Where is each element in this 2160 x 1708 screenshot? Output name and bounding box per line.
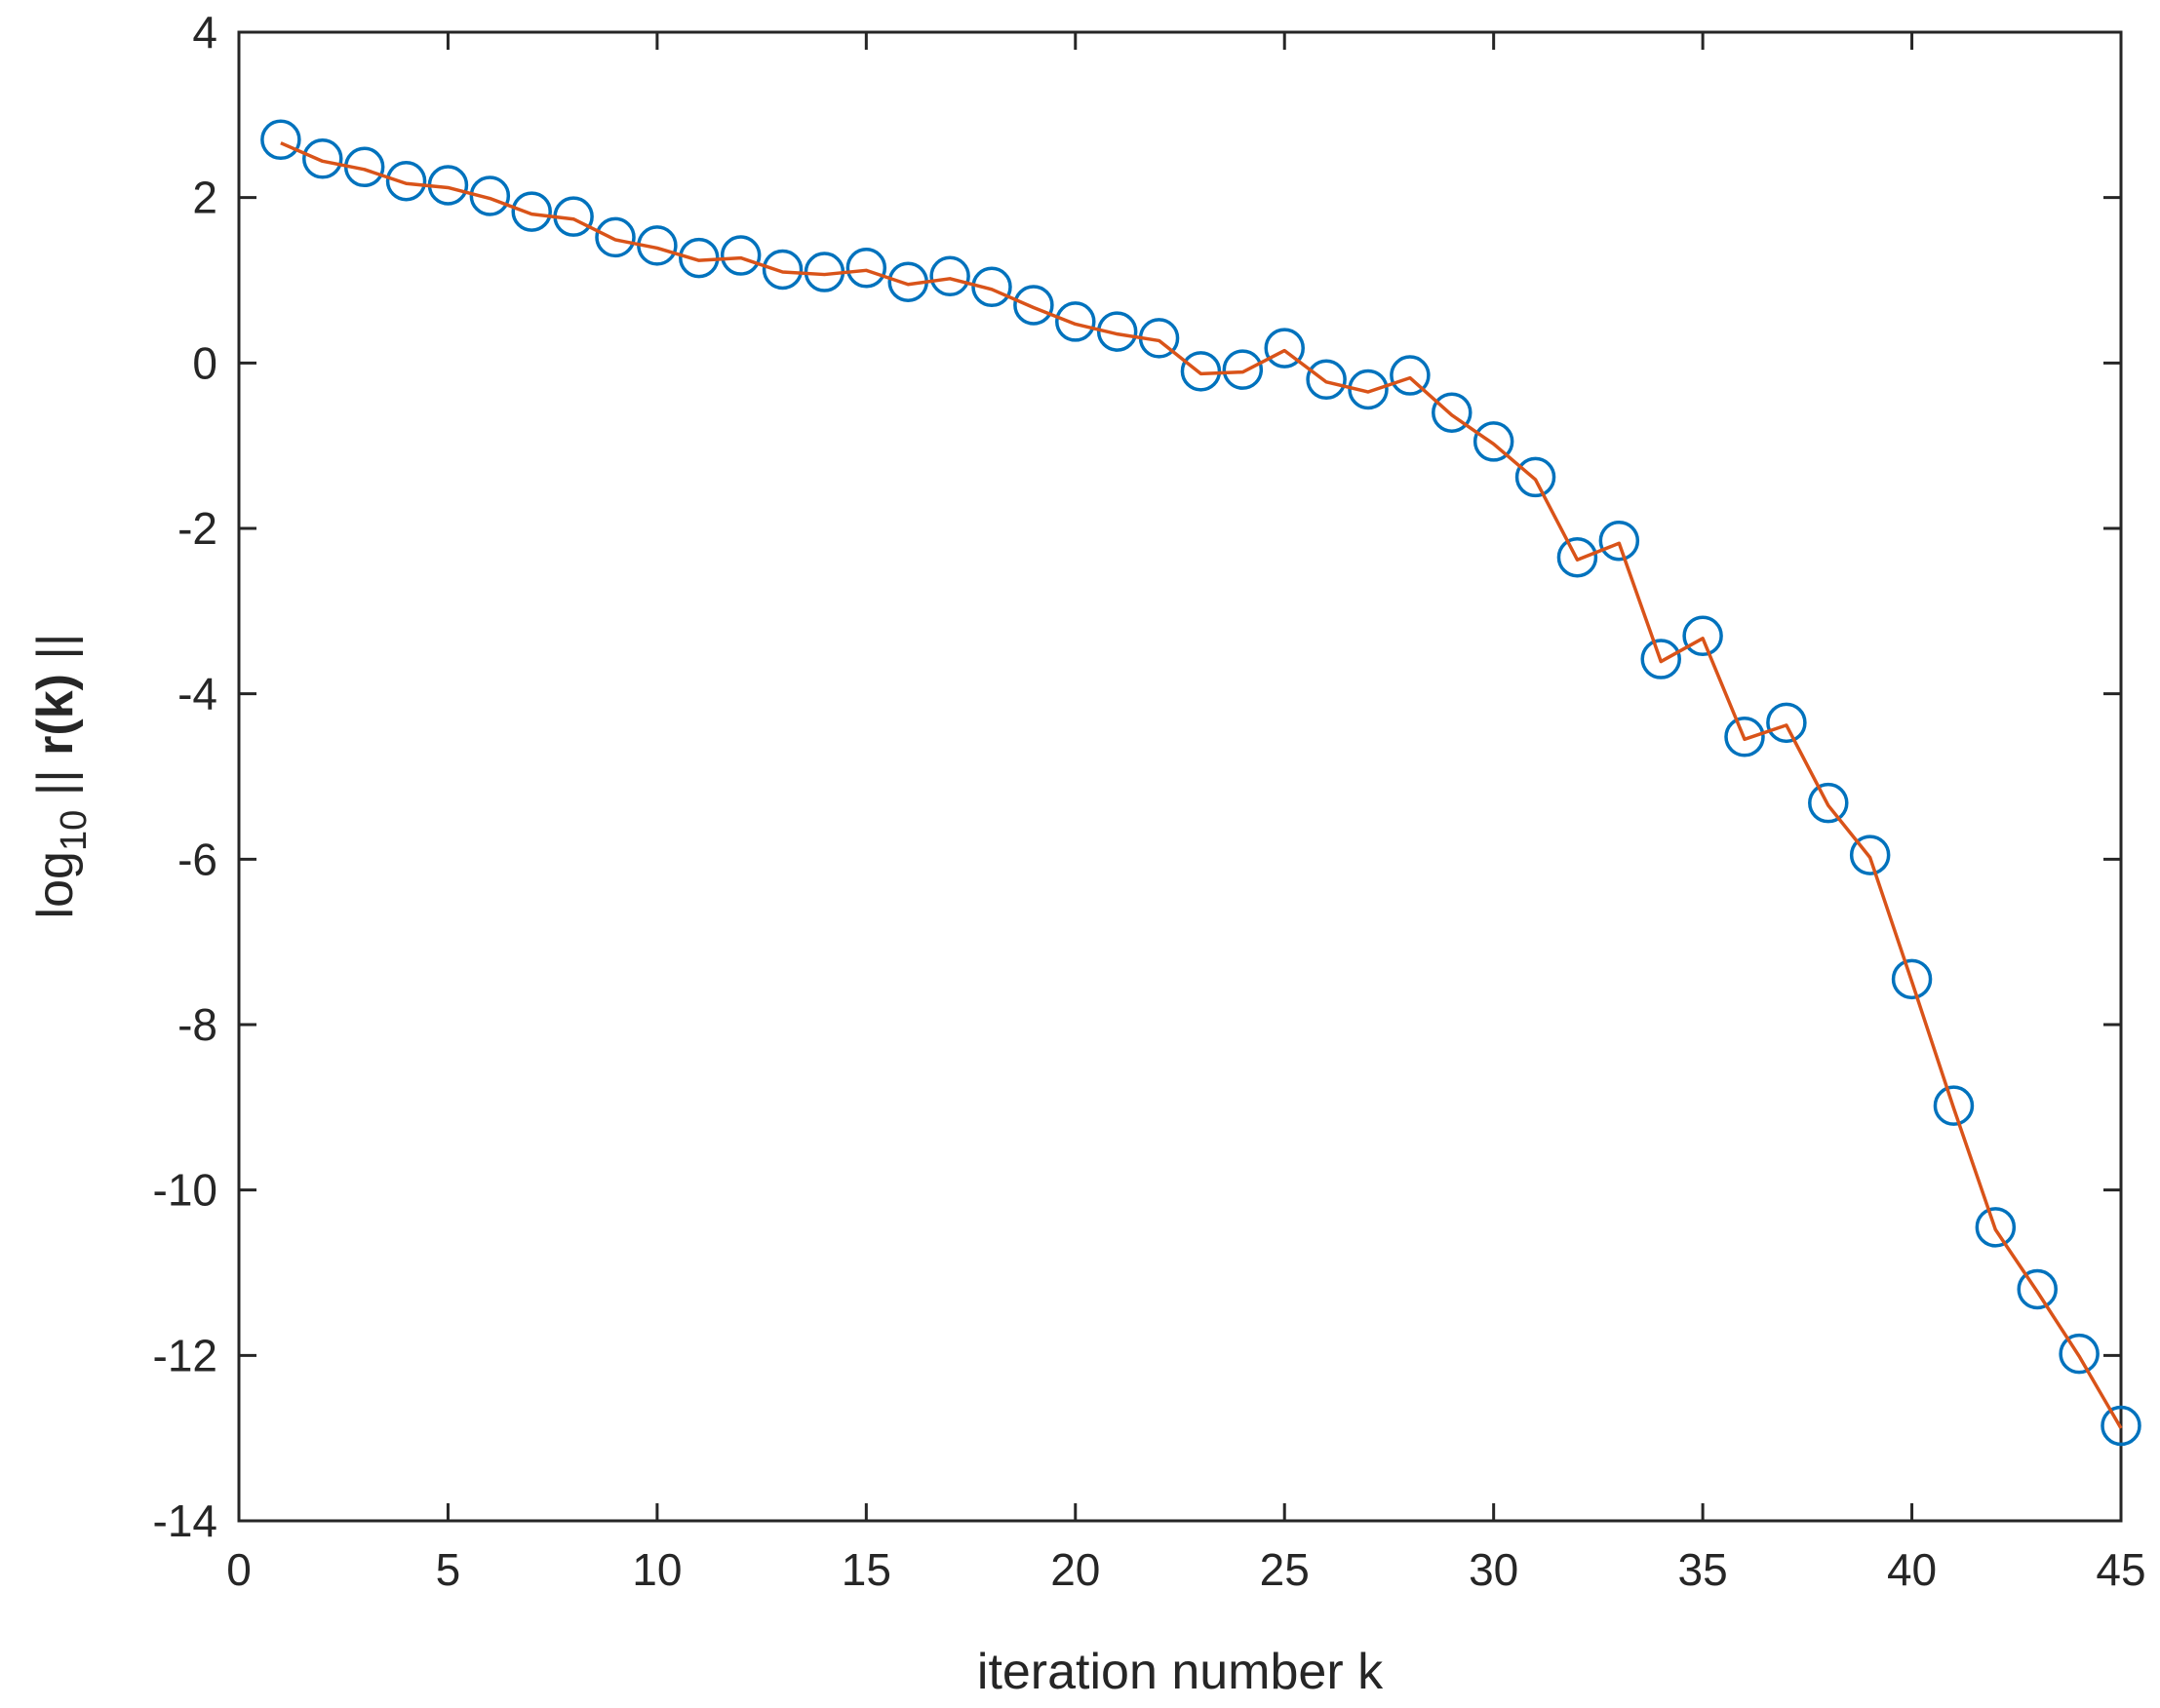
series-layer [260, 119, 2141, 1447]
x-tick-label: 45 [2096, 1544, 2145, 1595]
data-point-marker [1432, 392, 1473, 433]
data-point-marker [1598, 520, 1640, 562]
data-point-marker [1766, 702, 1807, 744]
x-tick-label: 0 [226, 1544, 252, 1595]
data-point-marker [1473, 421, 1514, 462]
data-point-marker [971, 266, 1012, 308]
data-point-marker [260, 119, 301, 161]
data-point-marker [2059, 1333, 2100, 1375]
y-axis-label: log10 || r(k) || [27, 634, 95, 919]
y-tick-label: 2 [192, 173, 217, 223]
x-tick-label: 30 [1469, 1544, 1518, 1595]
y-tick-label: 0 [192, 337, 217, 388]
data-point-marker [1390, 355, 1431, 396]
data-point-marker [595, 216, 636, 258]
x-tick-labels: 0 5 10 15 20 25 30 35 40 45 [226, 1544, 2145, 1595]
y-tick-label: -14 [153, 1495, 217, 1546]
data-point-marker [1514, 456, 1556, 498]
y-axis-label-norm-open: || [27, 756, 84, 810]
x-tick-label: 40 [1887, 1544, 1937, 1595]
y-tick-labels: 4 2 0 -2 -4 -6 -8 -10 -12 -14 [153, 7, 217, 1546]
data-point-marker [469, 175, 511, 216]
y-tick-label: -2 [177, 503, 217, 554]
data-point-marker [1556, 536, 1598, 578]
x-tick-label: 25 [1260, 1544, 1310, 1595]
x-tick-label: 20 [1050, 1544, 1100, 1595]
y-axis-label-argument: r(k) [27, 674, 84, 756]
data-point-marker [1264, 328, 1305, 369]
data-point-marker [2017, 1268, 2058, 1310]
data-point-marker [929, 255, 970, 297]
data-point-marker [1096, 311, 1138, 352]
y-axis-label-subscript: 10 [54, 810, 95, 851]
data-point-marker [1682, 615, 1723, 657]
x-tick-label: 15 [842, 1544, 891, 1595]
data-point-marker [1933, 1085, 1975, 1126]
data-point-marker [302, 138, 343, 179]
x-tick-label: 5 [436, 1544, 461, 1595]
x-axis-label: iteration number k [977, 1644, 1384, 1700]
plot-area [237, 30, 2123, 1523]
y-tick-label: -10 [153, 1165, 217, 1216]
x-tick-label: 10 [632, 1544, 682, 1595]
data-point-marker [1808, 782, 1849, 824]
data-point-marker [2101, 1405, 2141, 1447]
data-point-marker [1222, 349, 1264, 390]
data-point-marker [1055, 301, 1096, 342]
data-point-marker [511, 191, 552, 232]
data-point-marker [1724, 717, 1765, 757]
y-axis-label-norm-close: || [27, 634, 84, 674]
data-point-marker [1180, 351, 1222, 392]
data-point-marker [762, 249, 804, 291]
data-point-marker [1348, 369, 1389, 410]
y-tick-label: -8 [177, 999, 217, 1050]
data-point-marker [1849, 835, 1891, 875]
data-point-marker [720, 235, 762, 276]
axis-ticks [237, 30, 2123, 1523]
data-point-marker [1640, 639, 1681, 679]
data-point-marker [1975, 1207, 2017, 1248]
data-point-marker [1013, 285, 1054, 326]
data-point-marker [1891, 958, 1933, 1000]
y-tick-label: -12 [153, 1330, 217, 1380]
y-axis-label-prefix: log [27, 851, 84, 918]
y-tick-label: -4 [177, 669, 217, 719]
data-point-marker [385, 160, 427, 202]
data-point-marker [845, 248, 887, 289]
series-line [280, 141, 2123, 1429]
data-point-marker [1306, 359, 1347, 401]
x-tick-label: 35 [1678, 1544, 1728, 1595]
y-tick-label: -6 [177, 834, 217, 884]
y-tick-label: 4 [192, 7, 217, 58]
